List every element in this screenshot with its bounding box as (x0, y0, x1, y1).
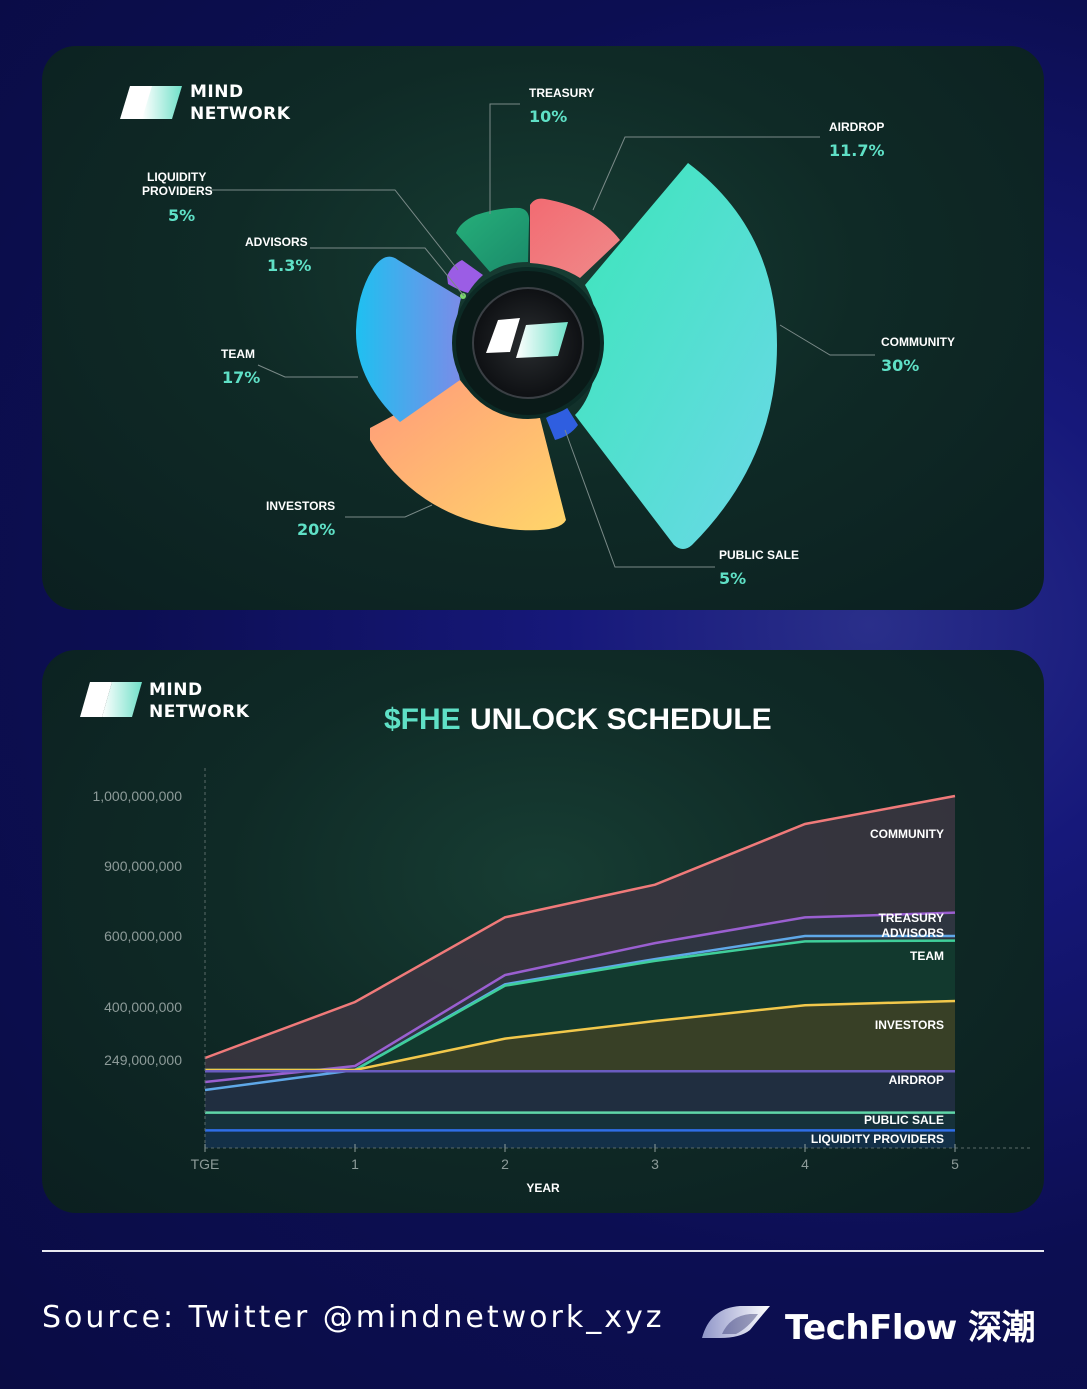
slice-team (355, 256, 461, 422)
slice-treasury (456, 207, 530, 272)
mind-network-logo-icon (80, 682, 142, 717)
value-liquidity-providers: 5% (168, 206, 195, 225)
x-tick-label: 1 (351, 1156, 359, 1172)
leader-lines (210, 103, 875, 568)
line-community (204, 794, 956, 1060)
slice-community (575, 163, 777, 549)
line-investors (205, 999, 956, 1072)
series-label-liquidity-providers: LIQUIDITY PROVIDERS (811, 1132, 944, 1146)
series-label-team: TEAM (910, 949, 944, 963)
mind-network-logo-icon (120, 86, 182, 119)
logo-line1: MIND (190, 82, 244, 102)
x-tick-label: 3 (651, 1156, 659, 1172)
y-tick-label: 400,000,000 (104, 999, 182, 1015)
series-labels: LIQUIDITY PROVIDERS PUBLIC SALE AIRDROP INV… (811, 827, 944, 1146)
value-investors: 20% (297, 520, 335, 539)
y-tick-label: 900,000,000 (104, 858, 182, 874)
chart-title-main: UNLOCK SCHEDULE (470, 703, 772, 736)
label-liquidity-providers-line2: PROVIDERS (142, 184, 213, 198)
y-tick-label: 600,000,000 (104, 928, 182, 944)
slice-public-sale (546, 406, 578, 440)
y-tick-label: 1,000,000,000 (92, 788, 182, 804)
x-tick-label: 4 (801, 1156, 809, 1172)
value-community: 30% (881, 356, 919, 375)
area-liquidity-providers (205, 1130, 955, 1148)
y-tick-labels: 249,000,000 400,000,000 600,000,000 900,000… (92, 788, 182, 1068)
line-treasury (204, 911, 956, 1084)
distribution-chart: MIND NETWORK (120, 82, 955, 588)
line-advisors (204, 934, 955, 1092)
series-label-public-sale: PUBLIC SALE (864, 1113, 944, 1127)
chart-title-token: $FHE (384, 703, 461, 736)
label-community: COMMUNITY (881, 335, 955, 349)
value-public-sale: 5% (719, 569, 746, 588)
value-team: 17% (222, 368, 260, 387)
logo-line2: NETWORK (190, 104, 291, 124)
techflow-brand: TechFlow 深潮 (785, 1308, 1036, 1348)
logo-line1: MIND (149, 680, 203, 700)
center-logo-icon (486, 318, 568, 358)
x-tick-label: TGE (191, 1156, 220, 1172)
series-label-advisors: ADVISORS (881, 926, 944, 940)
x-axis-label: YEAR (526, 1181, 560, 1195)
label-public-sale: PUBLIC SALE (719, 548, 799, 562)
x-tick-labels: TGE 1 2 3 4 5 (191, 1144, 959, 1172)
label-team: TEAM (221, 347, 255, 361)
unlock-schedule-chart: MIND NETWORK $FHE UNLOCK SCHEDULE 249,00… (80, 680, 1032, 1195)
label-treasury: TREASURY (529, 86, 595, 100)
x-tick-label: 2 (501, 1156, 509, 1172)
label-investors: INVESTORS (266, 499, 335, 513)
series-label-community: COMMUNITY (870, 827, 944, 841)
footer-divider (42, 1250, 1044, 1252)
token-distribution-panel: MIND NETWORK (42, 46, 1044, 610)
label-advisors: ADVISORS (245, 235, 308, 249)
techflow-logo-icon (702, 1306, 770, 1338)
y-tick-label: 249,000,000 (104, 1052, 182, 1068)
series-label-airdrop: AIRDROP (889, 1073, 944, 1087)
label-airdrop: AIRDROP (829, 120, 884, 134)
label-liquidity-providers-line1: LIQUIDITY (147, 170, 206, 184)
series-lines (204, 794, 956, 1132)
value-treasury: 10% (529, 107, 567, 126)
slice-airdrop (530, 198, 620, 278)
unlock-schedule-panel: MIND NETWORK $FHE UNLOCK SCHEDULE 249,00… (42, 650, 1044, 1213)
series-label-investors: INVESTORS (875, 1018, 944, 1032)
source-credit: Source: Twitter @mindnetwork_xyz (42, 1300, 665, 1335)
slice-advisors (460, 293, 466, 299)
x-tick-label: 5 (951, 1156, 959, 1172)
value-advisors: 1.3% (267, 256, 311, 275)
logo-line2: NETWORK (149, 702, 250, 722)
series-label-treasury: TREASURY (878, 911, 944, 925)
value-airdrop: 11.7% (829, 141, 885, 160)
